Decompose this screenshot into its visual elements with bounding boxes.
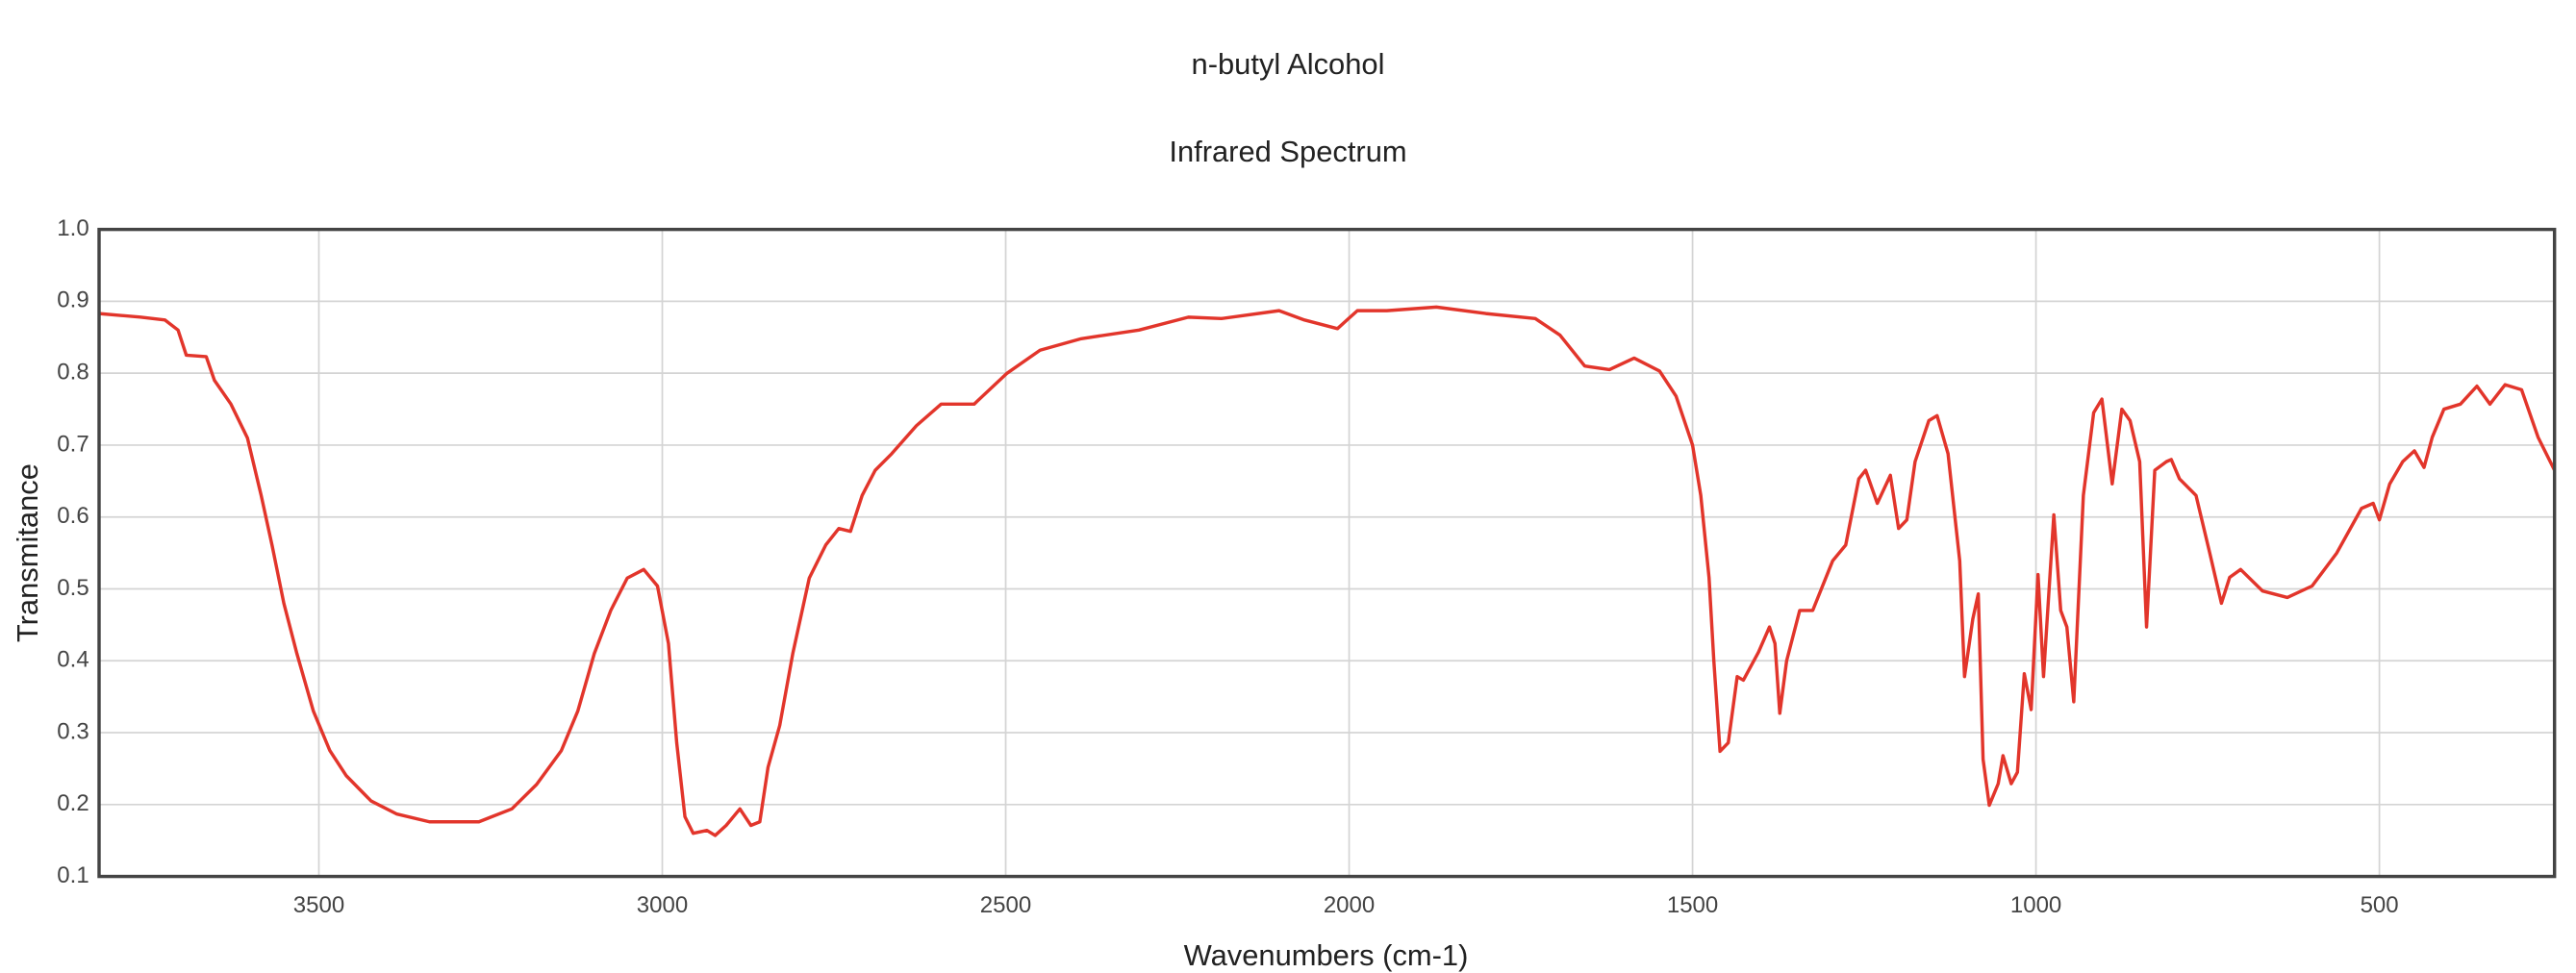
x-tick-label: 3500 — [293, 892, 344, 918]
x-axis-label: Wavenumbers (cm-1) — [1184, 938, 1469, 972]
x-tick-label: 3000 — [637, 892, 688, 918]
y-tick-label: 0.7 — [57, 431, 88, 457]
y-tick-label: 0.1 — [57, 862, 88, 888]
x-tick-label: 2000 — [1324, 892, 1375, 918]
y-tick-label: 0.3 — [57, 718, 88, 744]
y-tick-label: 0.4 — [57, 647, 88, 673]
spectrum-line — [98, 305, 2557, 837]
plot-frame — [97, 227, 2557, 879]
x-tick-label: 1500 — [1667, 892, 1718, 918]
y-tick-label: 0.6 — [57, 503, 88, 529]
chart-subtitle: Infrared Spectrum — [1169, 135, 1406, 168]
y-tick-label: 0.5 — [57, 575, 88, 601]
x-tick-label: 1000 — [2010, 892, 2061, 918]
x-tick-label: 2500 — [980, 892, 1031, 918]
y-axis-label: Transmitance — [11, 463, 44, 642]
y-tick-label: 0.8 — [57, 360, 88, 386]
chart-title: n-butyl Alcohol — [1192, 47, 1385, 81]
x-tick-label: 500 — [2361, 892, 2399, 918]
y-tick-label: 0.9 — [57, 287, 88, 313]
y-tick-label: 0.2 — [57, 790, 88, 816]
y-tick-label: 1.0 — [57, 215, 88, 241]
